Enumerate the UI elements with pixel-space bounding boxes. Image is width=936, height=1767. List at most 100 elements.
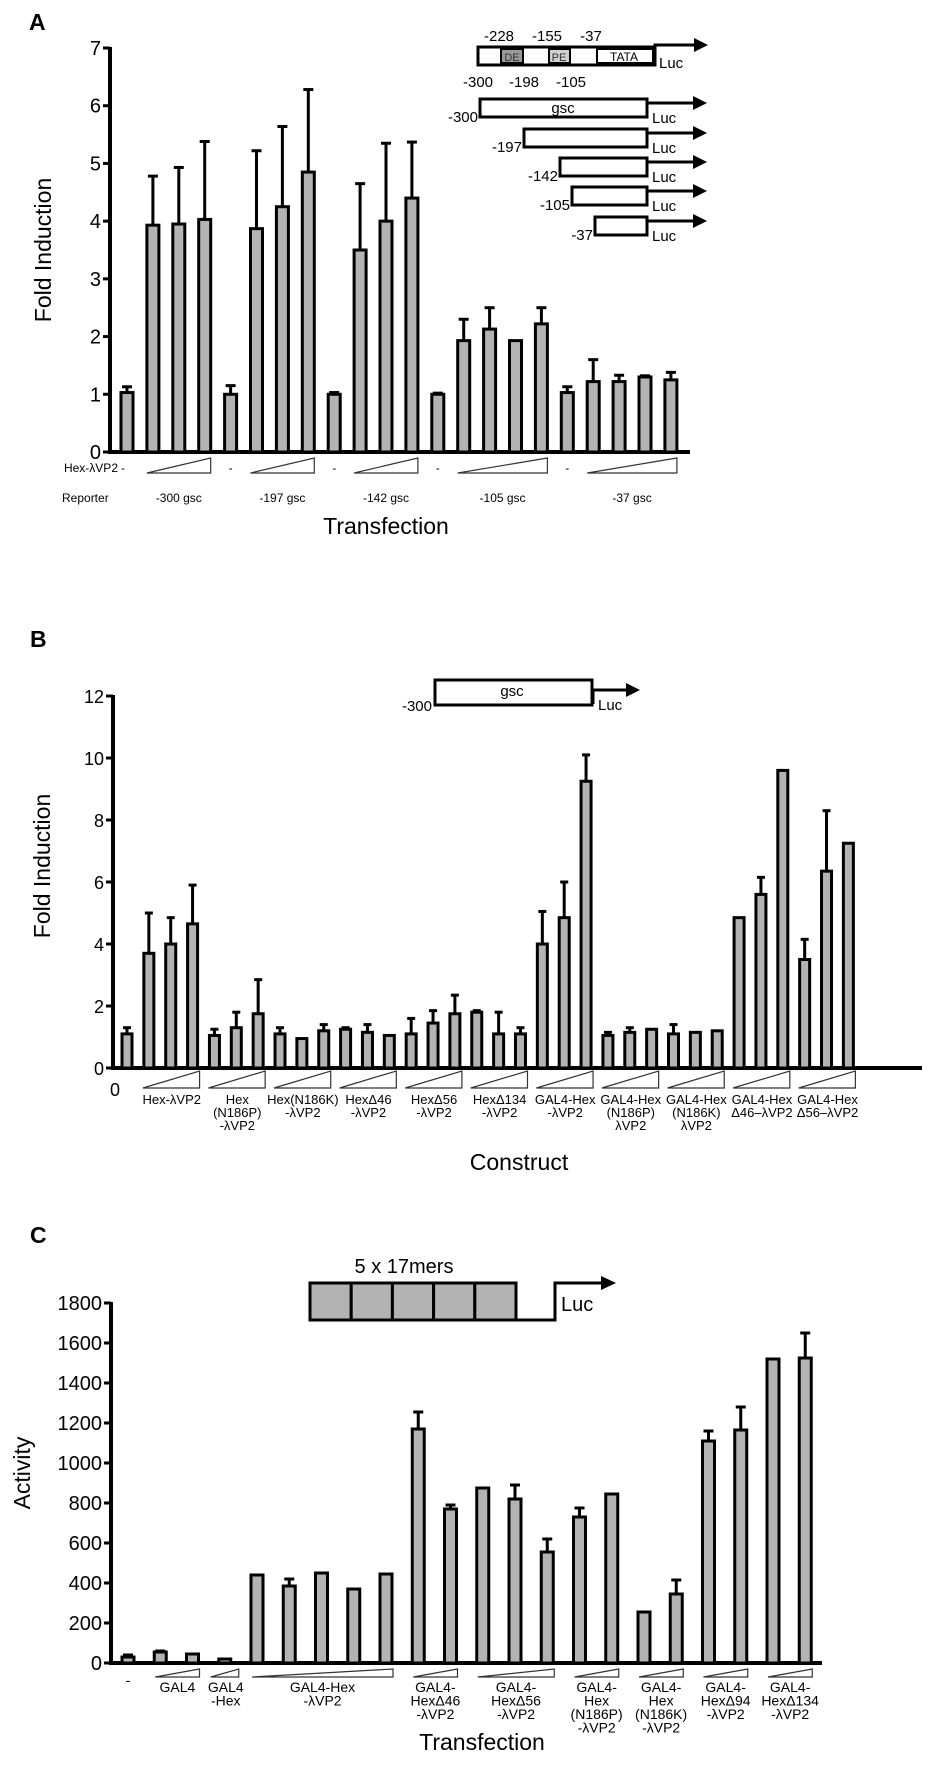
bar [733, 1428, 749, 1665]
transcription-arrow [645, 131, 695, 145]
bar [186, 922, 200, 1070]
dose-triangle-icon [587, 457, 678, 474]
diagram-label-155: -155 [532, 28, 562, 45]
dose-triangle-icon [457, 457, 549, 474]
y-axis-title-c: Activity [9, 1436, 35, 1509]
bar [636, 1610, 652, 1665]
dose-triangle-icon [574, 1668, 620, 1678]
group-label: GAL4-Hex (N186P) λVP2 [600, 1092, 661, 1133]
dose-triangle-icon [208, 1070, 266, 1089]
bar [171, 222, 187, 454]
y-tick-label: 12 [84, 687, 104, 707]
group-label: GAL4-HexΔ134 -λVP2 [761, 1679, 819, 1722]
group-label: Hex(N186K) -λVP2 [267, 1092, 339, 1120]
bar [668, 1592, 684, 1665]
bar [300, 170, 316, 454]
gsc-label: gsc [500, 683, 524, 700]
arrowhead-icon [693, 214, 707, 228]
group-label: GAL4-Hex (N186P) -λVP2 [571, 1679, 623, 1736]
y-tick-label: 1200 [58, 1413, 103, 1435]
dose-triangle-icon [155, 1668, 201, 1678]
group-label: Hex-λVP2 [142, 1092, 201, 1107]
construct-start-label: -142 [528, 168, 558, 185]
bar [776, 768, 790, 1070]
dose-triangle-icon [536, 1070, 594, 1089]
diagram-label-228: -228 [484, 28, 514, 45]
promoter-diagram-b: gsc -300 Luc [402, 678, 640, 715]
bar [249, 227, 264, 454]
bar [317, 1029, 331, 1070]
luc-label: Luc [561, 1294, 593, 1316]
construct-start-label: -197 [492, 139, 522, 156]
group-label: Hex (N186P) -λVP2 [213, 1092, 261, 1133]
panel-letter-c: C [30, 1222, 47, 1248]
bar [701, 1439, 716, 1665]
bar [295, 1037, 309, 1070]
bar [765, 1357, 781, 1665]
bar [732, 916, 746, 1070]
bar [360, 1030, 374, 1070]
diagram-label-300: -300 [463, 74, 493, 91]
binding-site-box [432, 1281, 477, 1322]
construct-start-label: -37 [571, 227, 593, 244]
binding-site-box [308, 1281, 353, 1322]
reporter-label: -37 gsc [612, 491, 651, 505]
y-tick-label: 400 [69, 1573, 102, 1595]
promoter-diagram-a: -228 -155 -37 DE PE TATA Luc -300 -198 -… [448, 28, 708, 245]
bar [710, 1029, 724, 1070]
bar [475, 1486, 491, 1665]
group-label: HexΔ46 -λVP2 [345, 1092, 391, 1120]
bar [470, 1010, 484, 1070]
y-tick-label: 2 [90, 327, 101, 349]
y-tick-label: 3 [90, 269, 101, 291]
dose-triangle-icon [798, 1070, 856, 1089]
control-dash-label: - [565, 461, 569, 475]
y-tick-label: 10 [84, 749, 104, 769]
bar [667, 1032, 680, 1070]
arrowhead-icon [693, 96, 707, 110]
group-label: GAL4-Hex Δ56–λVP2 [797, 1092, 859, 1120]
y-tick-label: 600 [69, 1533, 102, 1555]
diagram-label-198: -198 [509, 74, 539, 91]
dose-triangle-icon [146, 457, 212, 474]
group-label: GAL4-Hex -λVP2 [535, 1092, 596, 1120]
dose-triangle-icon [405, 1070, 463, 1089]
bar [164, 942, 178, 1070]
dose-triangle-icon [273, 1070, 332, 1089]
bar [507, 1497, 523, 1665]
group-label: GAL4-HexΔ46 -λVP2 [410, 1679, 460, 1722]
group-label: GAL4-Hex -λVP2 [290, 1679, 355, 1709]
bar [482, 327, 498, 454]
reporter-row-label: Reporter [62, 491, 109, 505]
bar [443, 1507, 458, 1665]
dose-triangle-icon [210, 1668, 240, 1678]
group-label: GAL4 [159, 1679, 195, 1695]
group-label: GAL4-HexΔ56 -λVP2 [491, 1679, 541, 1722]
bar [557, 916, 571, 1070]
dose-triangle-icon [638, 1668, 684, 1678]
luc-label: Luc [652, 169, 677, 186]
panel-a: A Fold Induction Transfection Hex-λVP2 R… [29, 9, 708, 539]
bar [820, 869, 834, 1070]
y-tick-label: 0 [90, 442, 101, 464]
bar [229, 1026, 243, 1070]
binding-site-box [473, 1281, 518, 1322]
bar [585, 380, 601, 454]
control-label: 0 [110, 1080, 120, 1100]
construct-box [522, 127, 649, 149]
y-tick-label: 4 [90, 211, 101, 233]
panel-b: B Fold Induction Construct 0 2 4 6 8 10 12 0 Hex… [29, 626, 922, 1175]
deletion-constructs: -300 Luc gsc -197 Luc -142 Luc -105 Luc -37 Luc [448, 96, 707, 245]
y-tick-label: 1000 [58, 1453, 103, 1475]
bar [533, 322, 549, 454]
bar [604, 1492, 620, 1665]
y-tick-label: 6 [94, 873, 104, 893]
dose-triangle-icon [251, 1668, 394, 1678]
chart-a: 0 1 2 3 4 5 6 7 - -300 gsc - -197 gsc - -142 gsc - -105… [90, 38, 690, 505]
bar [572, 1515, 587, 1665]
y-tick-label: 1800 [58, 1293, 103, 1315]
dose-triangle-icon [732, 1070, 791, 1089]
tata-label: TATA [610, 50, 638, 64]
reporter-label: -105 gsc [480, 491, 526, 505]
